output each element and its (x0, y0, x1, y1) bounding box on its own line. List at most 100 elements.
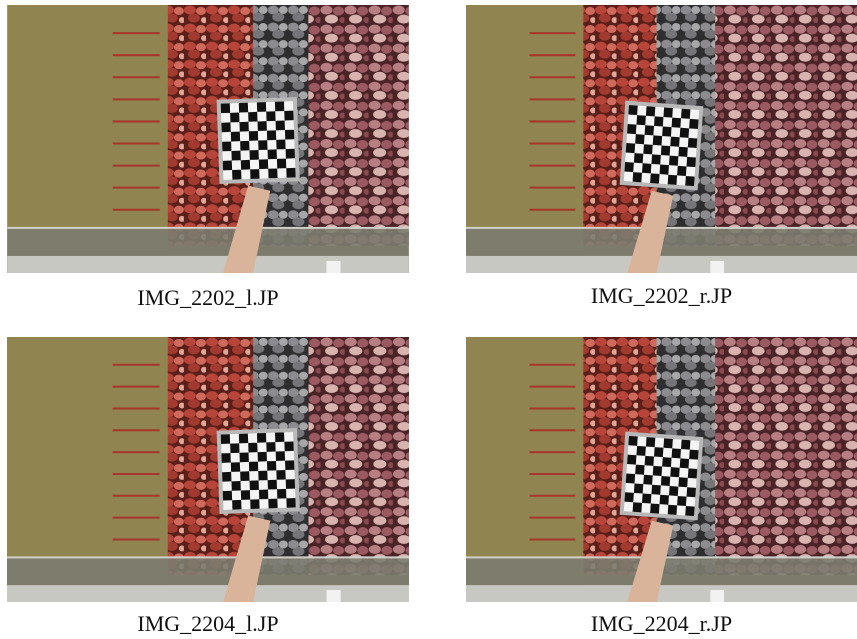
water-glare (466, 585, 857, 602)
board-square (268, 480, 277, 490)
board-square (230, 443, 239, 453)
board-square (284, 441, 293, 451)
board-square (221, 122, 230, 132)
marker (710, 590, 724, 602)
pink-rocks (308, 5, 408, 246)
caption: IMG_2204_l.JP (7, 611, 409, 637)
board-square (258, 140, 267, 150)
board-square (661, 476, 670, 486)
marker (326, 261, 340, 273)
board-square (680, 128, 689, 138)
checkerboard (620, 432, 704, 521)
board-square (268, 149, 277, 159)
board-square (285, 130, 294, 140)
board-square (660, 495, 669, 505)
board-square (670, 137, 679, 147)
checkerboard (217, 97, 300, 184)
board-square (277, 159, 286, 169)
board-square (231, 462, 240, 472)
board-square (285, 460, 294, 470)
board-square (636, 446, 645, 456)
board-square (636, 115, 645, 125)
board-square (221, 434, 230, 444)
board-square (258, 452, 267, 462)
board-square (678, 147, 687, 157)
panel: IMG_2202_r.JP (466, 5, 857, 315)
photo (466, 5, 857, 273)
board-square (222, 141, 231, 151)
marker (327, 590, 341, 602)
figure-page: IMG_2202_l.JP IMG_2202_r.JP IMG_2204_l.J… (0, 0, 857, 639)
board-square (240, 141, 249, 151)
board-square (221, 103, 230, 113)
board-square (687, 157, 696, 167)
board-square (627, 455, 636, 465)
board-square (669, 156, 678, 166)
board-square (660, 165, 669, 175)
board-square (286, 149, 295, 159)
caption: IMG_2204_r.JP (466, 611, 857, 637)
board-square (651, 154, 660, 164)
board-square (221, 453, 230, 463)
board-square (258, 121, 267, 131)
board-square (688, 138, 697, 148)
board-square (678, 477, 687, 487)
board-square (650, 504, 659, 514)
board-square (643, 475, 652, 485)
water-glare (466, 256, 857, 273)
board-square (635, 134, 644, 144)
board-square (627, 124, 636, 134)
board-square (651, 485, 660, 495)
pink-rocks (715, 5, 857, 246)
board-square (685, 176, 694, 186)
board-square (230, 113, 239, 123)
board-square (259, 159, 268, 169)
board-square (688, 468, 697, 478)
board-square (276, 470, 285, 480)
checkerboard (217, 428, 300, 514)
board-square (681, 440, 690, 450)
board-square (241, 160, 250, 170)
board-square (248, 112, 257, 122)
board-square (653, 135, 662, 145)
panel: IMG_2202_l.JP (7, 5, 409, 315)
checkerboard (620, 101, 704, 191)
board-square (276, 451, 285, 461)
board-square (250, 169, 259, 179)
board-square (663, 438, 672, 448)
board-square (284, 111, 293, 121)
board-square (661, 146, 670, 156)
board-square (231, 151, 240, 161)
board-square (633, 502, 642, 512)
board-square (680, 458, 689, 468)
board-square (654, 116, 663, 126)
board-square (257, 433, 266, 443)
caption: IMG_2202_r.JP (466, 283, 857, 309)
board-square (654, 447, 663, 457)
board-square (624, 162, 633, 172)
board-square (642, 163, 651, 173)
board-square (259, 490, 268, 500)
board-square (669, 486, 678, 496)
board-square (275, 101, 284, 111)
board-square (650, 173, 659, 183)
board-square (286, 479, 295, 489)
board-square (646, 106, 655, 116)
board-square (231, 481, 240, 491)
board-square (685, 506, 694, 516)
board-square (239, 103, 248, 113)
board-square (670, 467, 679, 477)
board-square (232, 500, 241, 510)
photo (466, 337, 857, 602)
board-square (249, 462, 258, 472)
board-square (286, 498, 295, 508)
board-square (628, 105, 637, 115)
board-square (223, 491, 232, 501)
board-square (232, 170, 241, 180)
board-square (643, 144, 652, 154)
board-square (258, 471, 267, 481)
board-square (268, 499, 277, 509)
board-square (276, 121, 285, 131)
board-square (662, 126, 671, 136)
board-square (672, 118, 681, 128)
